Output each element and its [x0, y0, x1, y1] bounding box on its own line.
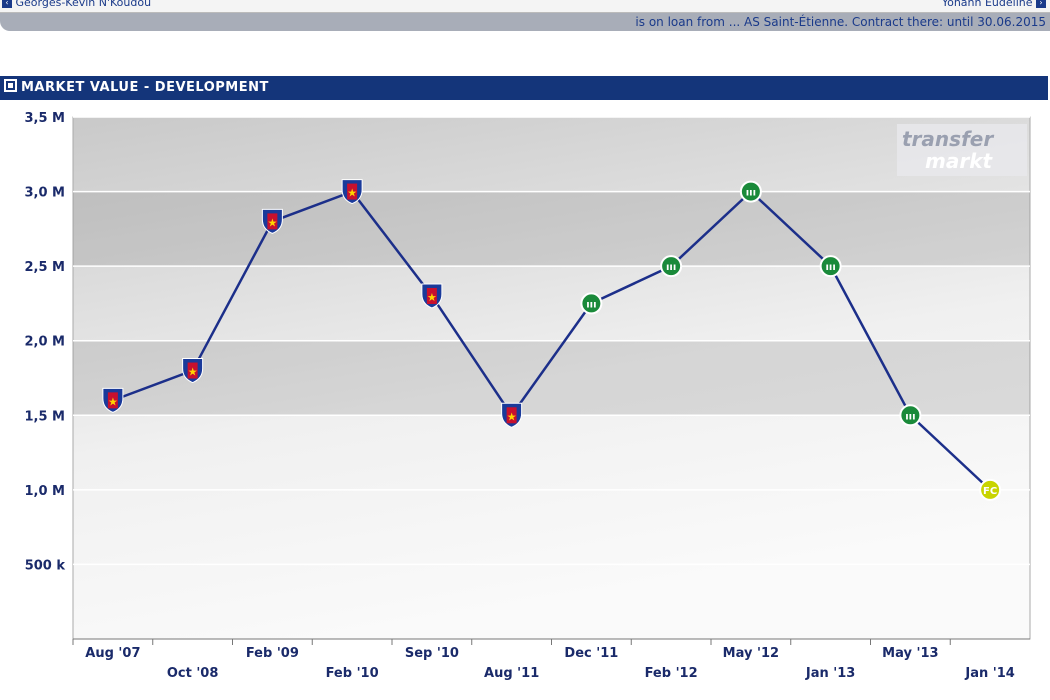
crest-mark: ııı [825, 262, 835, 273]
prev-player-link[interactable]: ‹ Georges-Kevin N'Koudou [2, 0, 151, 9]
x-tick-label: Jan '13 [805, 666, 855, 681]
plot-area [72, 116, 1031, 640]
y-tick-label: 500 k [25, 558, 66, 573]
nantes-crest-icon [979, 478, 1002, 501]
crest-star: ★ [427, 291, 437, 304]
loan-info: is on loan from ... AS Saint-Étienne. Co… [0, 13, 1050, 31]
y-tick-label: 2,0 M [25, 335, 66, 350]
crest-mark: ııı [586, 299, 596, 310]
y-tick-label: 1,0 M [25, 484, 66, 499]
prev-player-name: Georges-Kevin N'Koudou [15, 0, 152, 9]
y-tick-label: 3,0 M [25, 186, 66, 201]
crest-mark: ııı [746, 188, 756, 199]
crest-star: ★ [108, 395, 118, 408]
x-tick-label: Sep '10 [405, 646, 459, 661]
watermark-logo: transfer markt [897, 124, 1027, 176]
x-tick-label: Jan '14 [964, 666, 1014, 681]
saint_etienne-crest-icon [819, 255, 842, 278]
svg-text:transfer: transfer [902, 127, 994, 151]
grid-band [73, 191, 1030, 267]
chevron-right-icon: › [1036, 0, 1046, 8]
y-tick-label: 2,5 M [25, 260, 66, 275]
crest-star: ★ [267, 216, 277, 229]
crest-mark: FC [983, 486, 997, 497]
section-icon [4, 79, 17, 92]
crest-mark: ııı [905, 411, 915, 422]
saint_etienne-crest-icon [899, 404, 922, 427]
x-tick-label: Feb '09 [246, 646, 299, 661]
y-tick-label: 1,5 M [25, 409, 66, 424]
crest-stripe [426, 287, 437, 304]
series-line [112, 189, 991, 491]
crest-star: ★ [188, 366, 198, 379]
x-tick-label: Feb '12 [645, 666, 698, 681]
crest-stripe [107, 392, 118, 409]
saint_etienne-crest-icon [739, 180, 762, 203]
player-nav-bar: ‹ Georges-Kevin N'Koudou Yohann Eudeline… [0, 0, 1050, 13]
x-tick-label: Feb '10 [326, 666, 379, 681]
chevron-left-icon: ‹ [2, 0, 12, 8]
crest-stripe [506, 407, 517, 424]
saint_etienne-crest-icon [580, 292, 603, 315]
crest-star: ★ [347, 187, 357, 200]
y-tick-label: 3,5 M [25, 111, 66, 126]
crest-stripe [187, 362, 198, 379]
crest-mark: ııı [666, 262, 676, 273]
next-player-link[interactable]: Yohann Eudeline › [942, 0, 1046, 9]
next-player-name: Yohann Eudeline [941, 0, 1033, 9]
market-value-chart: 500 k 1,0 M 1,5 M 2,0 M 2,5 M 3,0 M 3,5 M Aug '… [25, 111, 1031, 681]
x-tick-label: Dec '11 [564, 646, 618, 661]
crest-stripe [347, 183, 358, 200]
crest-stripe [267, 213, 278, 230]
x-tick-label: Aug '07 [85, 646, 140, 661]
crest-star: ★ [507, 410, 517, 423]
x-tick-label: May '12 [723, 646, 779, 661]
saint_etienne-crest-icon [660, 255, 683, 278]
grid-band [73, 340, 1030, 416]
x-tick-label: May '13 [882, 646, 938, 661]
section-header: MARKET VALUE - DEVELOPMENT [0, 76, 1048, 100]
svg-text:markt: markt [925, 149, 994, 173]
x-tick-label: Aug '11 [484, 666, 539, 681]
x-tick-label: Oct '08 [167, 666, 219, 681]
section-title: MARKET VALUE - DEVELOPMENT [21, 80, 269, 95]
